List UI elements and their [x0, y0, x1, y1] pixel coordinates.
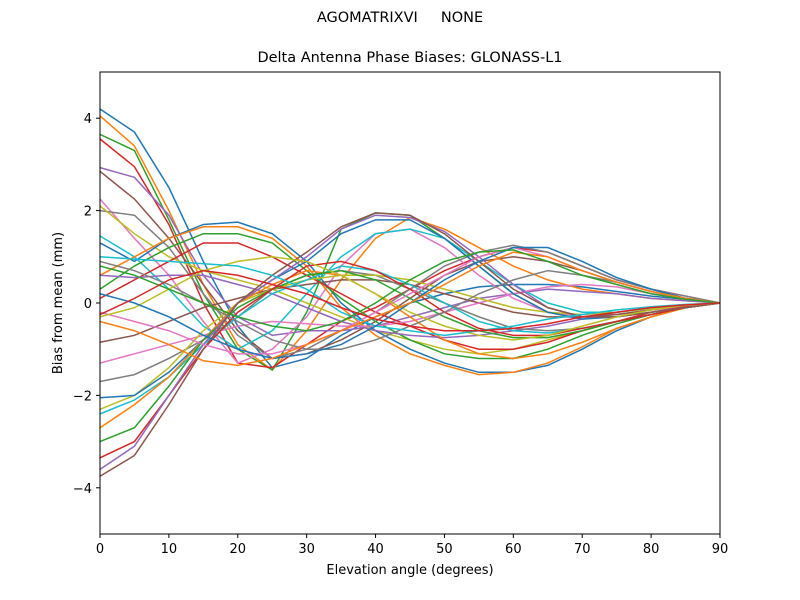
series-line-30 [99, 256, 721, 337]
chart-title: Delta Antenna Phase Biases: GLONASS-L1 [257, 50, 563, 66]
x-tick-label: 30 [298, 542, 315, 557]
y-tick-label: 4 [84, 112, 92, 127]
x-tick-label: 0 [96, 542, 104, 557]
x-tick-label: 60 [505, 542, 522, 557]
x-tick-label: 70 [574, 542, 591, 557]
series-line-34 [99, 269, 721, 332]
y-tick-label: −2 [73, 389, 92, 404]
series-line-26 [99, 212, 721, 477]
x-tick-label: 20 [230, 542, 247, 557]
y-tick-label: 2 [84, 205, 92, 220]
series-line-14 [99, 242, 721, 350]
x-tick-label: 50 [436, 542, 453, 557]
series-line-32 [99, 251, 721, 367]
series-line-11 [99, 221, 721, 374]
y-tick-label: −4 [73, 482, 92, 497]
x-tick-label: 10 [161, 542, 178, 557]
x-tick-label: 80 [643, 542, 660, 557]
series-line-33 [99, 249, 721, 332]
x-axis-label: Elevation angle (degrees) [326, 563, 493, 578]
series-line-2 [99, 115, 721, 372]
x-axis-ticks: 0 10 20 30 40 50 60 70 80 90 [96, 534, 728, 557]
x-tick-label: 40 [367, 542, 384, 557]
series-lines [99, 108, 721, 477]
y-tick-label: 0 [84, 297, 92, 312]
series-line-13 [99, 232, 721, 360]
series-line-4 [99, 138, 721, 369]
y-axis-label: Bias from mean (mm) [51, 232, 66, 374]
x-tick-label: 90 [712, 542, 729, 557]
y-axis-ticks: −4 −2 0 2 4 [73, 112, 100, 497]
figure-suptitle: AGOMATRIXVI NONE [316, 10, 484, 26]
